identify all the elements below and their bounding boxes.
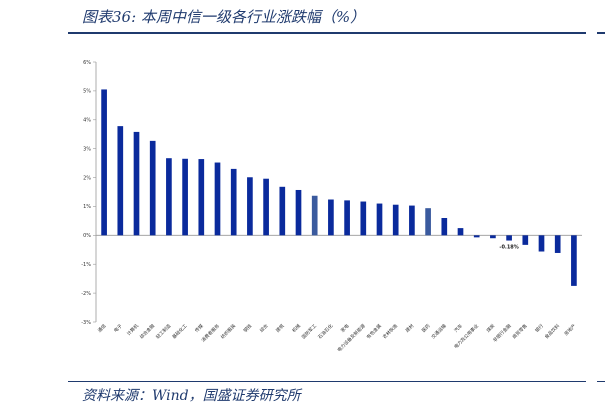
bar [344, 200, 350, 236]
y-tick-label: -3% [81, 320, 91, 326]
bar [490, 235, 496, 239]
y-tick-label: 1% [83, 204, 91, 210]
x-tick-label: 国防军工 [300, 322, 318, 340]
x-tick-label: 钢铁 [242, 322, 254, 334]
y-tick-label: -1% [81, 262, 91, 268]
x-tick-label: 有色金属 [365, 322, 383, 340]
bar [441, 218, 448, 236]
bar [360, 201, 367, 236]
y-tick-label: 0% [83, 233, 91, 239]
y-tick-label: 4% [83, 118, 91, 124]
x-tick-label: 建材 [404, 322, 416, 334]
bar [473, 235, 480, 238]
bar [457, 228, 464, 236]
x-tick-label: 电力设备及新能源 [336, 322, 367, 353]
source-note: 资料来源：Wind，国盛证券研究所 [82, 388, 301, 404]
bar [409, 205, 415, 236]
x-tick-label: 建筑 [274, 322, 286, 334]
x-tick-label: 农林牧渔 [381, 322, 399, 340]
x-tick-label: 石油石化 [316, 322, 334, 340]
x-tick-label: 商贸零售 [511, 322, 529, 340]
bar [230, 168, 237, 236]
bar [133, 131, 140, 236]
bar [166, 158, 172, 236]
x-tick-label: 汽车 [452, 322, 464, 334]
x-tick-label: 综合金融 [138, 322, 156, 340]
bar [554, 235, 561, 253]
bar [311, 195, 318, 236]
y-tick-label: 5% [83, 89, 91, 95]
x-tick-label: 机械 [290, 322, 302, 334]
x-tick-label: 计算机 [125, 322, 140, 337]
x-tick-label: 纺织服装 [219, 322, 237, 340]
bottom-rule-tick [597, 381, 605, 382]
x-tick-label: 轻工制造 [154, 322, 172, 340]
bar [182, 158, 188, 236]
bar [295, 189, 302, 236]
bar [263, 178, 269, 236]
top-rule [68, 32, 586, 34]
y-tick-label: 6% [83, 60, 91, 66]
y-tick-label: -2% [81, 291, 91, 297]
y-tick-label: 3% [83, 146, 91, 152]
y-tick-label: 2% [83, 175, 91, 181]
x-tick-label: 房地产 [563, 322, 578, 337]
x-tick-label: 消费者服务 [200, 322, 221, 343]
bars-group [101, 89, 577, 286]
bar [425, 208, 431, 236]
bar [522, 235, 529, 245]
x-tick-label: 家电 [339, 322, 351, 334]
x-tick-label: 煤炭 [485, 322, 497, 334]
bar [506, 235, 512, 241]
x-tick-label: 银行 [533, 322, 545, 334]
bar [279, 186, 286, 236]
bar [117, 126, 124, 236]
x-tick-label: 传媒 [193, 322, 205, 334]
data-label: -0.18% [499, 245, 518, 251]
bar [198, 159, 205, 236]
x-tick-label: 通信 [96, 322, 108, 334]
bar [101, 89, 107, 236]
x-tick-label: 基础化工 [171, 322, 189, 340]
bar [214, 162, 221, 236]
bar [149, 140, 156, 236]
x-tick-label: 非银行金融 [491, 322, 512, 343]
bar [328, 199, 334, 236]
bar [571, 235, 577, 286]
bar [392, 204, 399, 236]
x-tick-label: 电子 [112, 322, 124, 334]
x-tick-label: 交通运输 [430, 322, 448, 340]
bar [538, 235, 545, 252]
bar [376, 203, 383, 236]
figure-title: 图表36: 本周中信一级各行业涨跌幅（%） [82, 8, 366, 26]
y-axis: 6% 5% 4% 3% 2% 1% 0% -1% -2% -3% [81, 60, 582, 326]
top-rule-tick [597, 32, 605, 34]
x-tick-label: 食品饮料 [543, 322, 561, 340]
x-tick-label: 医药 [420, 322, 432, 334]
x-tick-label: 综合 [258, 322, 270, 334]
bar [247, 177, 253, 236]
bottom-rule [68, 381, 586, 382]
data-labels-group: -0.18% [499, 245, 518, 251]
